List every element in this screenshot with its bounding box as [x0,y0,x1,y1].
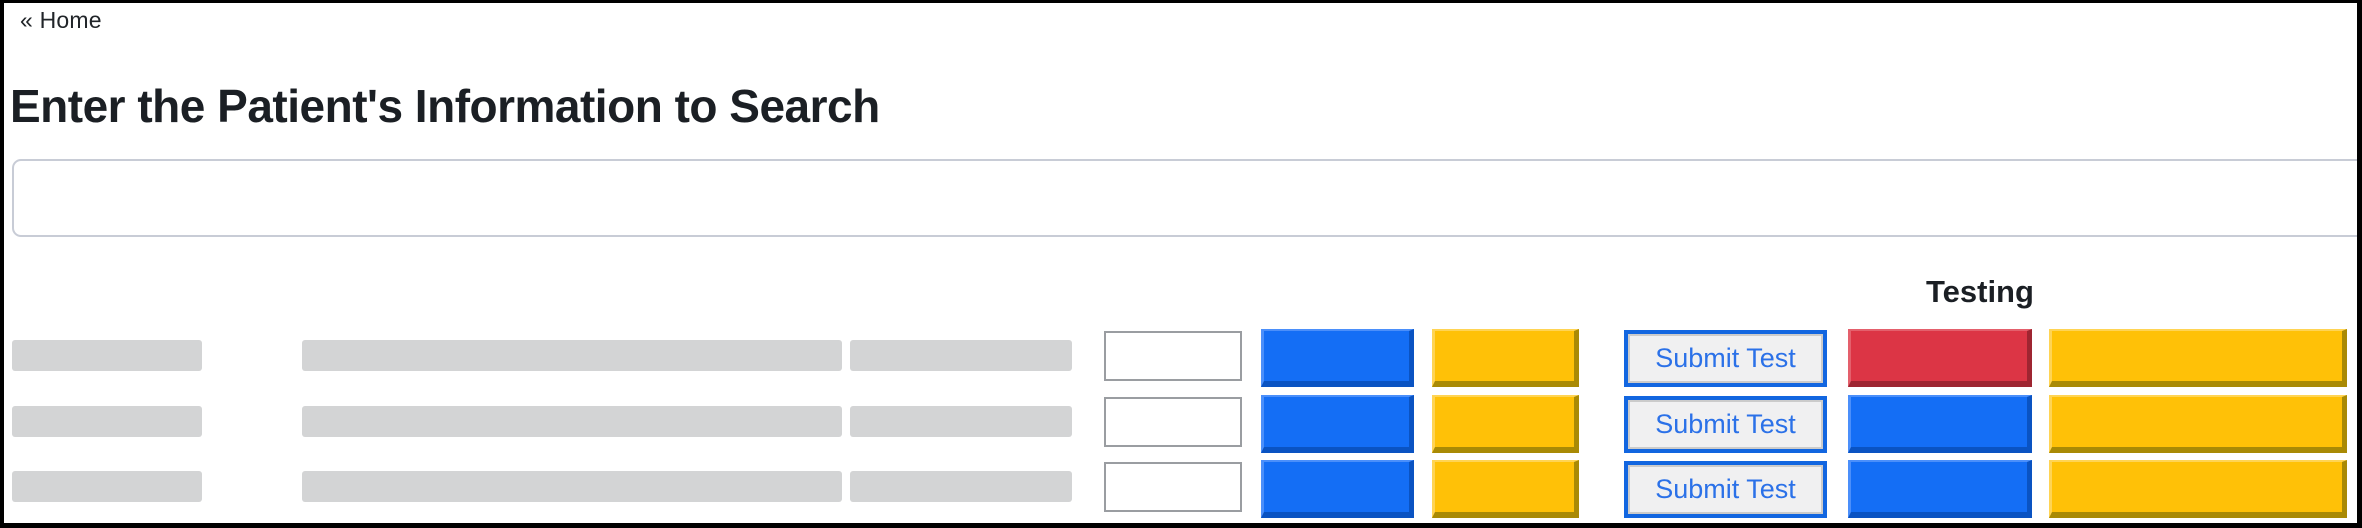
gold-action-button[interactable] [1432,329,1579,387]
gold-action-button[interactable] [1432,460,1579,518]
testing-column-header: Testing [1926,274,2034,309]
submit-test-button[interactable]: Submit Test [1628,465,1823,514]
blue-action-button[interactable] [1261,329,1414,387]
redacted-patient-info-bar [850,471,1072,502]
gold-status-bar[interactable] [2049,460,2347,518]
submit-test-button-outline: Submit Test [1624,330,1827,387]
row-value-input[interactable] [1104,397,1242,447]
row-value-input[interactable] [1104,462,1242,512]
gold-status-bar[interactable] [2049,395,2347,453]
blue-action-button[interactable] [1261,460,1414,518]
submit-test-button[interactable]: Submit Test [1628,334,1823,383]
home-back-link[interactable]: « Home [20,7,102,33]
redacted-patient-id-bar [12,340,202,371]
redacted-patient-id-bar [12,471,202,502]
submit-test-button[interactable]: Submit Test [1628,400,1823,449]
page-title: Enter the Patient's Information to Searc… [10,80,880,132]
redacted-patient-info-bar [850,340,1072,371]
blue-action-button[interactable] [1261,395,1414,453]
patient-row: Submit Test [4,329,2357,388]
row-value-input[interactable] [1104,331,1242,381]
patient-row: Submit Test [4,395,2357,454]
test-status-cell[interactable] [1848,460,2032,518]
redacted-patient-name-bar [302,340,842,371]
patient-row: Submit Test [4,460,2357,519]
test-status-cell[interactable] [1848,395,2032,453]
patient-search-input[interactable] [12,159,2357,237]
redacted-patient-info-bar [850,406,1072,437]
test-status-cell[interactable] [1848,329,2032,387]
redacted-patient-id-bar [12,406,202,437]
redacted-patient-name-bar [302,406,842,437]
submit-test-button-outline: Submit Test [1624,461,1827,518]
gold-action-button[interactable] [1432,395,1579,453]
submit-test-button-outline: Submit Test [1624,396,1827,453]
gold-status-bar[interactable] [2049,329,2347,387]
redacted-patient-name-bar [302,471,842,502]
